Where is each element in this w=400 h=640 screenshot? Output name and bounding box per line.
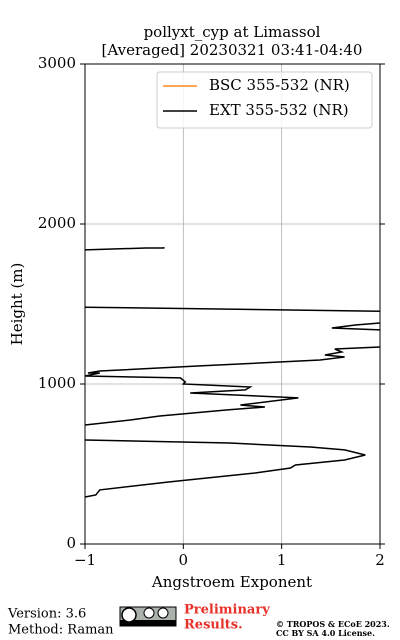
preliminary-note: Preliminary: [184, 603, 270, 618]
y-tick-label: 0: [66, 534, 76, 552]
x-tick-label: 1: [277, 551, 287, 569]
legend-label: EXT 355-532 (NR): [209, 101, 349, 119]
cc-badge: [119, 606, 177, 627]
x-tick-label: −1: [74, 551, 96, 569]
profile-line: [84, 247, 381, 498]
copyright: CC BY SA 4.0 License.: [276, 628, 375, 638]
legend-box: [156, 71, 373, 129]
y-tick-label: 2000: [38, 214, 76, 232]
legend-label: BSC 355-532 (NR): [209, 76, 350, 94]
plot-frame: [84, 63, 381, 545]
y-tick-label: 3000: [38, 54, 76, 72]
y-tick-label: 1000: [38, 374, 76, 392]
x-tick-label: 2: [375, 551, 385, 569]
x-axis-label: Angstroem Exponent: [151, 573, 312, 591]
version: Version: 3.6: [7, 607, 86, 622]
x-tick-label: 0: [179, 551, 189, 569]
chart-title: pollyxt_cyp at Limassol: [144, 23, 321, 41]
copyright: © TROPOS & ECoE 2023.: [276, 619, 390, 629]
method: Method: Raman: [8, 623, 114, 638]
preliminary-note: Results.: [184, 618, 243, 633]
y-axis-label: Height (m): [8, 263, 26, 346]
chart-title: [Averaged] 20230321 03:41-04:40: [102, 41, 363, 59]
